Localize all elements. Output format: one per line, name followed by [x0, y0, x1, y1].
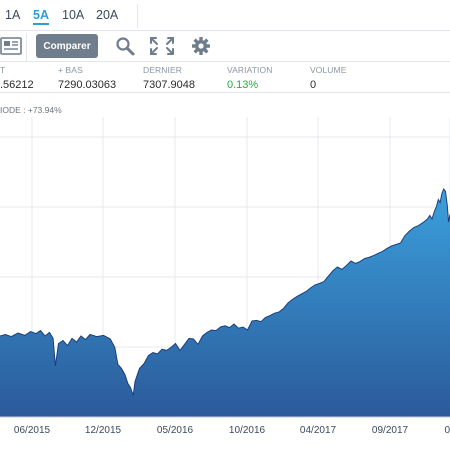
x-tick-label: 04/2017: [300, 425, 337, 436]
range-divider: [137, 4, 138, 28]
x-tick-label: 0: [444, 425, 450, 436]
stats-row: T .56212 + BAS 7290.03063 DERNIER 7307.9…: [0, 62, 450, 93]
stat-low: + BAS 7290.03063: [58, 65, 116, 91]
range-tabs: 1A 5A 10A 20A: [0, 0, 450, 31]
range-tab-20a[interactable]: 20A: [96, 8, 119, 22]
stat-value: 7290.03063: [58, 79, 117, 91]
price-line: [0, 187, 450, 396]
newspaper-icon[interactable]: [0, 37, 22, 60]
stat-label: T: [0, 65, 6, 75]
x-tick-label: 05/2016: [157, 425, 194, 436]
stat-label: + BAS: [58, 65, 83, 75]
x-tick-label: 12/2015: [85, 425, 122, 436]
range-tab-5a[interactable]: 5A: [33, 8, 49, 25]
stat-label: DERNIER: [143, 65, 182, 75]
stat-volume: VOLUME 0: [310, 65, 347, 91]
price-area: [0, 189, 450, 417]
compare-button[interactable]: Comparer: [36, 34, 98, 58]
expand-icon[interactable]: [149, 36, 175, 61]
x-axis-ticks: 06/2015 12/2015 05/2016 10/2016 04/2017 09/20…: [14, 425, 450, 436]
x-tick-label: 06/2015: [14, 425, 51, 436]
gear-icon[interactable]: [191, 36, 211, 61]
period-performance: IODE : +73.94%: [0, 105, 62, 115]
range-tab-1a[interactable]: 1A: [5, 8, 21, 22]
stat-value: 0: [310, 79, 317, 91]
search-icon[interactable]: [115, 36, 135, 61]
stat-variation: VARIATION 0.13%: [227, 65, 272, 91]
stat-value: .56212: [0, 79, 34, 91]
chart-toolbar: Comparer: [0, 31, 450, 62]
x-tick-label: 10/2016: [229, 425, 266, 436]
stat-value: 7307.9048: [143, 79, 195, 91]
range-tab-10a[interactable]: 10A: [62, 8, 85, 22]
stat-last: DERNIER 7307.9048: [143, 65, 195, 91]
stat-value: 0.13%: [227, 79, 259, 91]
x-tick-label: 09/2017: [372, 425, 409, 436]
stat-label: VOLUME: [310, 65, 347, 75]
stat-open: T .56212: [0, 65, 34, 91]
stat-label: VARIATION: [227, 65, 273, 75]
toolbar-divider: [26, 33, 27, 61]
price-chart: 06/2015 12/2015 05/2016 10/2016 04/2017 09/20…: [0, 117, 450, 436]
